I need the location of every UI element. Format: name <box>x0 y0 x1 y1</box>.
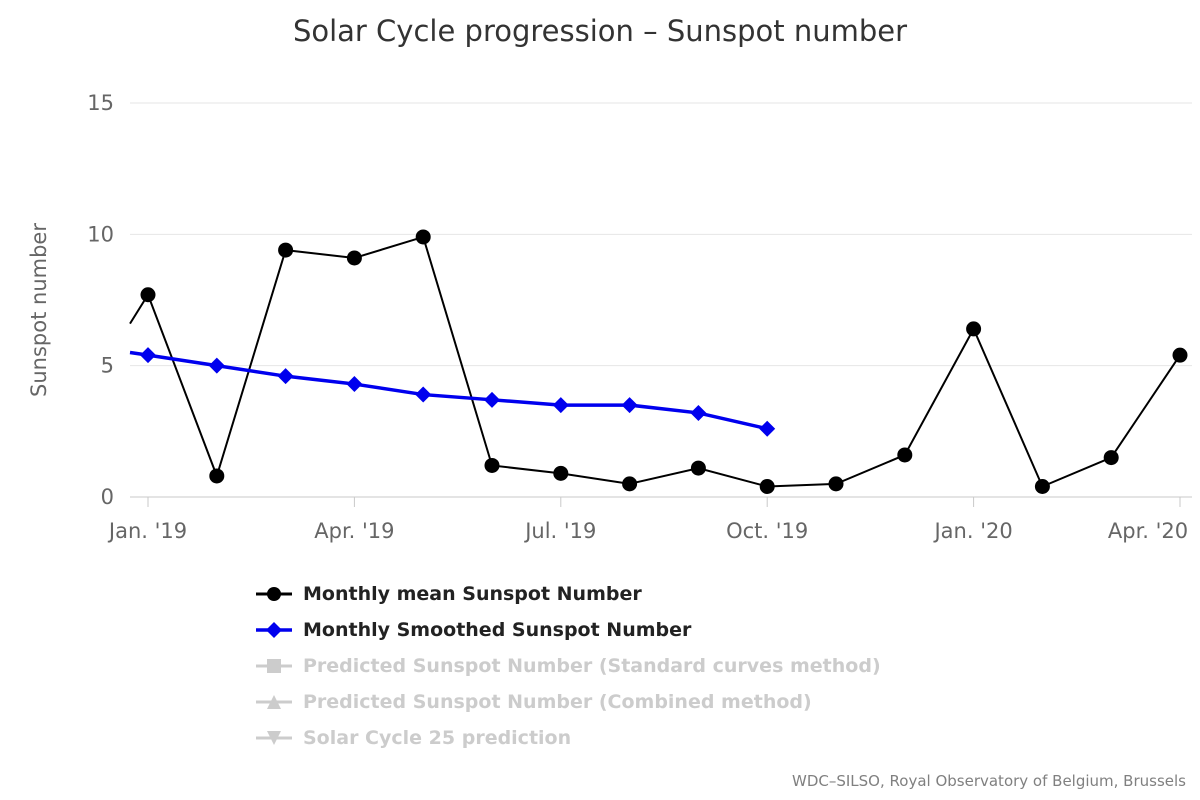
legend-symbol-square <box>256 659 292 673</box>
point-marker-circle[interactable] <box>828 476 844 492</box>
point-marker-circle[interactable] <box>140 287 156 303</box>
point-marker-circle[interactable] <box>966 321 982 337</box>
x-tick-label: Oct. '19 <box>726 519 808 543</box>
x-tick-label: Jan. '20 <box>932 519 1012 543</box>
legend-symbol-circle <box>256 587 292 601</box>
legend-item[interactable]: Monthly Smoothed Sunspot Number <box>255 618 881 642</box>
credits-link[interactable]: WDC–SILSO, Royal Observatory of Belgium,… <box>792 772 1186 790</box>
x-tick-label: Jul. '19 <box>523 519 596 543</box>
point-marker-diamond[interactable] <box>690 404 707 421</box>
point-marker-triangle-up[interactable] <box>267 695 281 709</box>
legend-item[interactable]: Predicted Sunspot Number (Combined metho… <box>255 690 881 714</box>
point-marker-circle[interactable] <box>622 476 638 492</box>
point-marker-diamond[interactable] <box>140 347 156 364</box>
plot-area: Sunspot number 0 5 10 15 Jan. '19 Apr. '19 Jul… <box>27 91 1192 543</box>
point-marker-circle[interactable] <box>1034 478 1050 494</box>
legend-item[interactable]: Monthly mean Sunspot Number <box>255 582 881 606</box>
legend-item-label: Solar Cycle 25 prediction <box>303 727 572 749</box>
chart-title: Solar Cycle progression – Sunspot number <box>292 14 908 48</box>
legend-symbol-diamond <box>256 622 292 638</box>
y-axis-title: Sunspot number <box>27 223 51 397</box>
point-marker-diamond[interactable] <box>484 391 500 408</box>
point-marker-diamond[interactable] <box>277 368 294 385</box>
series-line <box>129 235 1181 488</box>
point-marker-circle[interactable] <box>346 250 362 266</box>
series-1 <box>129 347 776 437</box>
legend-item[interactable]: Predicted Sunspot Number (Standard curve… <box>255 654 881 678</box>
legend: Monthly mean Sunspot Number Monthly Smoot… <box>255 582 881 762</box>
x-tick-label: Jan. '19 <box>107 519 187 543</box>
x-tick-label: Apr. '20 <box>1108 519 1188 543</box>
point-marker-diamond[interactable] <box>621 397 638 414</box>
point-marker-circle[interactable] <box>1172 347 1188 363</box>
point-marker-circle[interactable] <box>553 465 569 481</box>
y-tick-label: 0 <box>101 485 114 509</box>
y-tick-label: 10 <box>87 222 114 246</box>
legend-item-label: Monthly mean Sunspot Number <box>303 583 642 605</box>
point-marker-circle[interactable] <box>690 460 706 476</box>
y-tick-label: 15 <box>87 91 114 115</box>
point-marker-circle[interactable] <box>484 457 500 473</box>
x-tick-label: Apr. '19 <box>314 519 394 543</box>
point-marker-circle[interactable] <box>209 468 225 484</box>
series-line <box>129 350 768 431</box>
point-marker-circle[interactable] <box>759 478 775 494</box>
legend-item[interactable]: Solar Cycle 25 prediction <box>255 726 881 750</box>
legend-item-label: Monthly Smoothed Sunspot Number <box>303 619 692 641</box>
point-marker-circle[interactable] <box>267 587 281 601</box>
point-marker-square[interactable] <box>267 659 281 673</box>
point-marker-circle[interactable] <box>415 229 431 245</box>
legend-item-label: Predicted Sunspot Number (Standard curve… <box>303 655 881 677</box>
point-marker-diamond[interactable] <box>208 357 225 374</box>
point-marker-diamond[interactable] <box>552 397 569 414</box>
point-marker-triangle-down[interactable] <box>267 731 281 745</box>
point-marker-diamond[interactable] <box>759 420 776 437</box>
legend-symbol-triangle-up <box>256 695 292 709</box>
point-marker-circle[interactable] <box>897 447 913 463</box>
legend-symbol-triangle-down <box>256 731 292 745</box>
series-0 <box>129 229 1188 494</box>
point-marker-diamond[interactable] <box>415 386 432 403</box>
y-tick-label: 5 <box>101 354 114 378</box>
point-marker-diamond[interactable] <box>266 622 282 638</box>
point-marker-circle[interactable] <box>1103 450 1119 466</box>
point-marker-circle[interactable] <box>278 242 294 258</box>
legend-item-label: Predicted Sunspot Number (Combined metho… <box>303 691 812 713</box>
point-marker-diamond[interactable] <box>346 376 363 393</box>
